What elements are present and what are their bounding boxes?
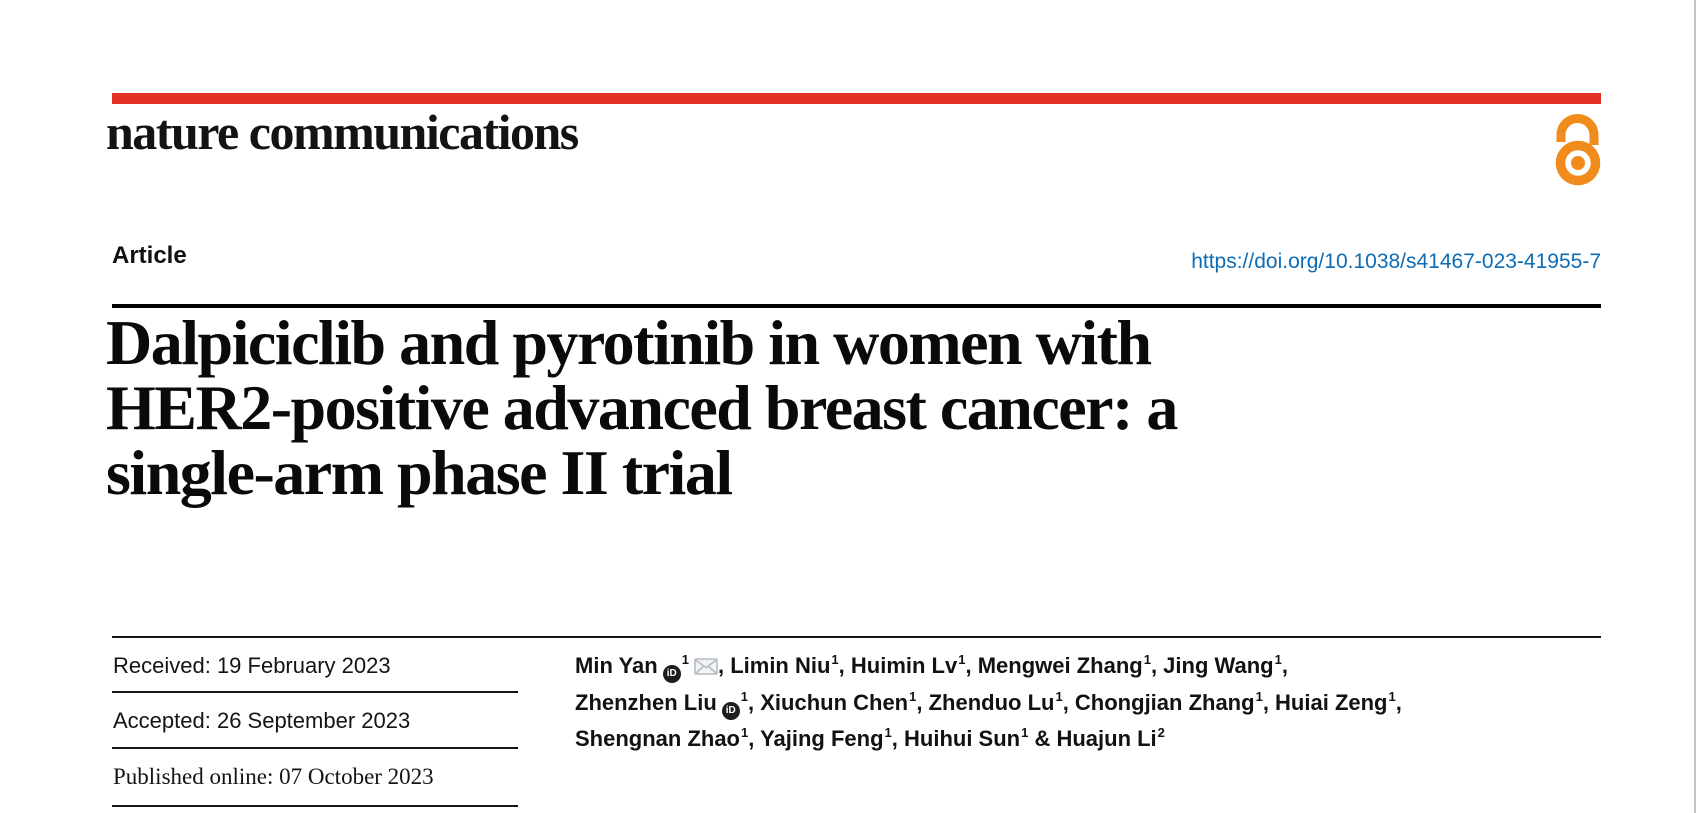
author-name: Shengnan Zhao	[575, 726, 740, 751]
affiliation-superscript: 1	[740, 688, 748, 704]
orcid-icon[interactable]: iD	[662, 665, 681, 684]
orcid-icon[interactable]: iD	[721, 701, 740, 720]
affiliation-superscript: 1	[958, 652, 966, 667]
email-icon[interactable]	[694, 658, 718, 675]
divider	[112, 805, 518, 807]
author-name: Huihui Sun	[904, 726, 1021, 751]
author: Chongjian Zhang1	[1075, 690, 1263, 715]
received-date: Received: 19 February 2023	[113, 653, 391, 678]
author-name: Min Yan	[575, 653, 658, 678]
author-separator: ,	[916, 689, 929, 715]
doi-link[interactable]: https://doi.org/10.1038/s41467-023-41955…	[1191, 250, 1601, 273]
affiliation-superscript: 1	[1055, 688, 1063, 704]
affiliation-superscript: 1	[681, 652, 689, 667]
article-title-line1: Dalpiciclib and pyrotinib in women with	[106, 307, 1152, 378]
author-name: Yajing Feng	[760, 726, 884, 751]
author: Zhenduo Lu1	[929, 690, 1063, 715]
affiliation-superscript: 1	[1021, 725, 1029, 740]
author-name: Huajun Li	[1056, 726, 1157, 751]
published-date: Published online: 07 October 2023	[113, 764, 434, 789]
author-separator: &	[1028, 726, 1057, 751]
affiliation-superscript: 1	[1388, 688, 1396, 704]
affiliation-superscript: 1	[884, 725, 892, 740]
author: Yajing Feng1	[760, 726, 892, 751]
author-name: Zhenduo Lu	[928, 689, 1055, 715]
affiliation-superscript: 1	[1274, 652, 1282, 667]
affiliation-superscript: 1	[831, 652, 839, 667]
author: Huajun Li2	[1056, 726, 1164, 751]
author: Shengnan Zhao1	[575, 726, 748, 751]
divider	[112, 691, 518, 693]
header-info-divider	[112, 636, 1601, 638]
brand-bar	[112, 93, 1601, 104]
author-name: Jing Wang	[1163, 653, 1274, 678]
author-name: Limin Niu	[730, 653, 831, 678]
divider	[112, 747, 518, 749]
affiliation-superscript: 1	[1255, 688, 1263, 704]
author-separator: ,	[717, 653, 731, 678]
author-name: Huiai Zeng	[1275, 689, 1388, 715]
journal-logo: nature communications	[106, 104, 579, 160]
affiliation-superscript: 2	[1157, 725, 1165, 740]
author-name: Chongjian Zhang	[1074, 689, 1255, 715]
author-separator: ,	[965, 653, 978, 678]
author-name: Xiuchun Chen	[760, 689, 909, 715]
accepted-date: Accepted: 26 September 2023	[113, 708, 411, 733]
author-separator: ,	[1395, 689, 1402, 715]
author-separator: ,	[891, 726, 904, 751]
author: Huimin Lv1	[851, 653, 966, 678]
author: Huiai Zeng1	[1275, 690, 1396, 715]
author-separator: ,	[1262, 689, 1276, 715]
author-name: Zhenzhen Liu	[575, 689, 717, 715]
author-separator: ,	[748, 689, 761, 715]
author-name: Mengwei Zhang	[977, 653, 1143, 678]
author: Mengwei Zhang1	[978, 653, 1151, 678]
author-separator: ,	[838, 653, 851, 678]
author: Jing Wang1	[1163, 653, 1282, 678]
page-edge-line	[1694, 0, 1696, 813]
affiliation-superscript: 1	[1143, 652, 1151, 667]
author-list: Min Yan iD1 , Limin Niu1, Huimin Lv1, Men…	[575, 648, 1495, 758]
author: Xiuchun Chen1	[760, 690, 916, 715]
author-name: Huimin Lv	[850, 653, 958, 678]
author-separator: ,	[748, 726, 761, 751]
title-divider	[112, 304, 1601, 308]
author: Huihui Sun1	[904, 726, 1028, 751]
author: Min Yan iD1	[575, 652, 718, 684]
author: Zhenzhen Liu iD1	[575, 688, 748, 720]
affiliation-superscript: 1	[909, 688, 917, 704]
author: Limin Niu1	[730, 653, 838, 678]
open-access-icon	[1555, 114, 1601, 186]
article-type-label: Article	[112, 242, 187, 269]
article-title-line2: HER2-positive advanced breast cancer: a	[106, 372, 1178, 443]
affiliation-superscript: 1	[741, 725, 749, 740]
article-title-line3: single-arm phase II trial	[106, 437, 733, 508]
article-title: Dalpiciclib and pyrotinib in women with …	[106, 310, 1526, 505]
author-separator: ,	[1150, 653, 1164, 678]
author-separator: ,	[1062, 689, 1075, 715]
author-separator: ,	[1281, 653, 1288, 678]
